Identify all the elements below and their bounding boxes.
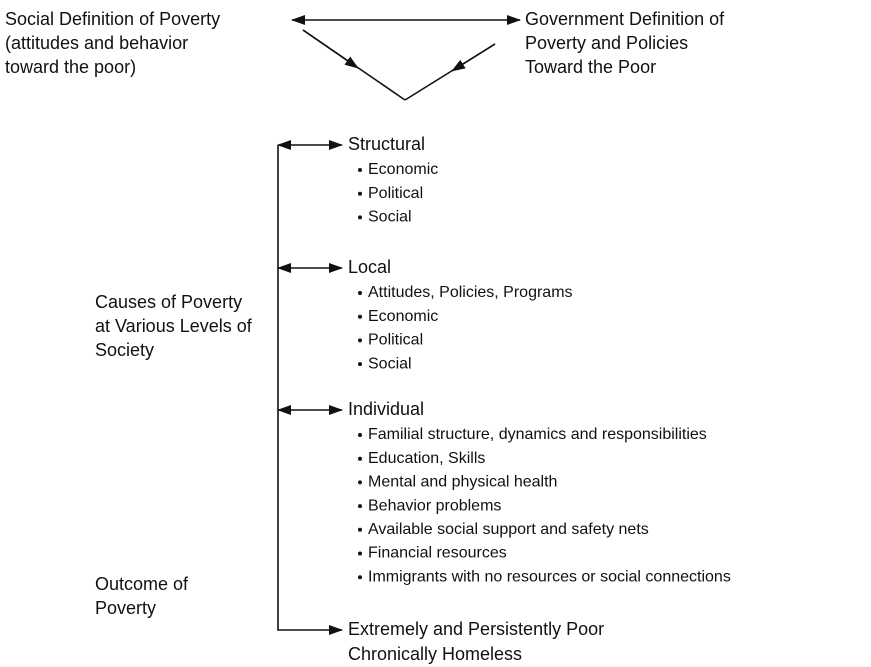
level-item: Economic bbox=[368, 308, 438, 325]
level-title: Local bbox=[348, 257, 391, 277]
level-item: Political bbox=[368, 185, 423, 202]
side-label: Outcome of bbox=[95, 574, 189, 594]
bullet bbox=[358, 575, 362, 580]
level-item: Attitudes, Policies, Programs bbox=[368, 284, 573, 301]
bracket bbox=[277, 145, 343, 635]
level-item: Political bbox=[368, 332, 423, 349]
bullet bbox=[358, 191, 362, 196]
node-label: toward the poor) bbox=[5, 57, 136, 77]
bullet bbox=[358, 480, 362, 485]
level-item: Education, Skills bbox=[368, 450, 485, 467]
outcome-label: Chronically Homeless bbox=[348, 644, 522, 664]
level-item: Mental and physical health bbox=[368, 474, 557, 491]
level-item: Social bbox=[368, 355, 412, 372]
bullet bbox=[358, 338, 362, 343]
bullet bbox=[358, 314, 362, 319]
arrow bbox=[302, 29, 359, 69]
node-label: Government Definition of bbox=[525, 9, 725, 29]
outcome-label: Extremely and Persistently Poor bbox=[348, 619, 604, 639]
level-item: Immigrants with no resources or social c… bbox=[368, 568, 731, 585]
node-label: (attitudes and behavior bbox=[5, 33, 188, 53]
bullet bbox=[358, 504, 362, 509]
level-title: Structural bbox=[348, 134, 425, 154]
level-item: Social bbox=[368, 209, 412, 226]
level-title: Individual bbox=[348, 399, 424, 419]
bullet bbox=[358, 456, 362, 461]
level-item: Economic bbox=[368, 161, 438, 178]
bullet bbox=[358, 433, 362, 437]
arrow bbox=[451, 43, 496, 72]
level-item: Financial resources bbox=[368, 545, 507, 562]
node-label: Social Definition of Poverty bbox=[5, 9, 220, 29]
side-label: Causes of Poverty bbox=[95, 292, 242, 312]
level-item: Behavior problems bbox=[368, 497, 501, 514]
side-label: Society bbox=[95, 340, 154, 360]
bullet bbox=[358, 527, 362, 532]
bullet bbox=[358, 215, 362, 220]
bullet bbox=[358, 291, 362, 295]
level-item: Familial structure, dynamics and respons… bbox=[368, 426, 707, 443]
level-item: Available social support and safety nets bbox=[368, 521, 649, 538]
bullet bbox=[358, 362, 362, 367]
bullet bbox=[358, 168, 362, 172]
node-label: Poverty and Policies bbox=[525, 33, 688, 53]
side-label: at Various Levels of bbox=[95, 316, 253, 336]
side-label: Poverty bbox=[95, 598, 156, 618]
bullet bbox=[358, 551, 362, 556]
node-label: Toward the Poor bbox=[525, 57, 656, 77]
